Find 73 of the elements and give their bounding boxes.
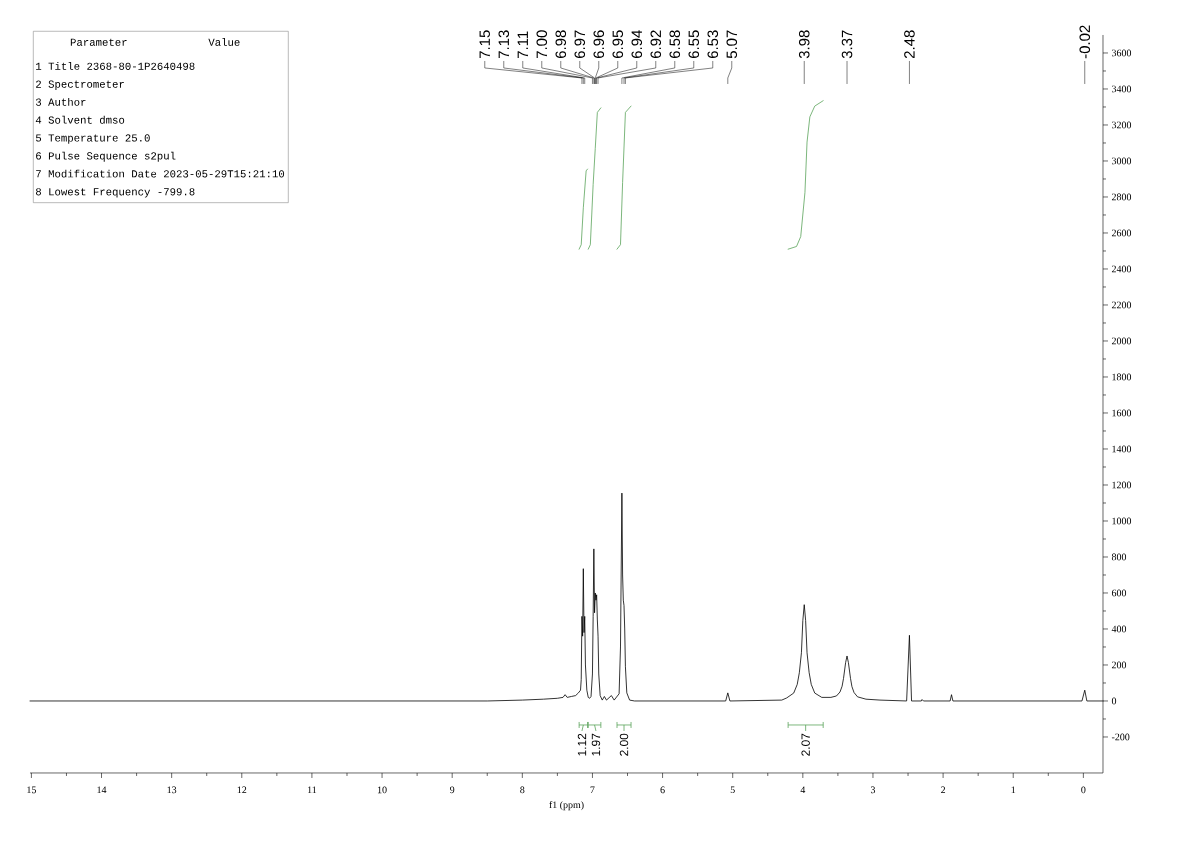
x-tick-label: 14 <box>97 786 107 794</box>
x-tick-label: 5 <box>730 786 735 794</box>
annotation: 6.94 <box>631 30 643 59</box>
y-tick-label: 2400 <box>1111 265 1132 273</box>
line-series <box>587 107 602 250</box>
annotation: 7.15 <box>479 30 490 59</box>
y-tick-label: 2600 <box>1111 229 1132 237</box>
annotation: 1 Title 2368-80-1P2640498 <box>36 62 195 70</box>
annotation: 5.07 <box>726 30 738 59</box>
annotation: 3.98 <box>798 30 810 59</box>
annotation: 1.12 <box>577 733 587 756</box>
annotation: 6.95 <box>612 30 624 59</box>
x-tick-label: 10 <box>377 786 387 794</box>
x-tick-label: 12 <box>237 786 247 794</box>
y-tick-label: 2000 <box>1111 337 1132 345</box>
y-tick-label: 200 <box>1111 661 1127 669</box>
annotation: 2.00 <box>619 733 629 756</box>
annotation: 6.98 <box>555 30 567 59</box>
x-tick-label: 0 <box>1081 786 1086 794</box>
y-tick-label: 3600 <box>1112 49 1132 57</box>
y-tick-label: -200 <box>1111 733 1130 741</box>
annotation: 7.11 <box>517 31 528 59</box>
line-series <box>578 168 588 250</box>
annotation: Parameter <box>70 38 127 46</box>
y-tick-label: 2800 <box>1111 193 1132 201</box>
annotation: -0.02 <box>1079 25 1091 59</box>
x-tick-label: 2 <box>941 786 946 794</box>
x-tick-label: 15 <box>27 786 36 794</box>
annotation: 5 Temperature 25.0 <box>35 134 150 144</box>
y-tick-label: 1000 <box>1112 517 1132 525</box>
annotation: 6.96 <box>593 30 605 59</box>
y-tick-label: 2200 <box>1111 301 1132 309</box>
x-tick-label: 13 <box>167 786 177 794</box>
x-tick-label: 1 <box>1011 786 1016 794</box>
annotation: 2.48 <box>904 30 915 59</box>
annotation: 6.92 <box>650 30 662 59</box>
y-tick-label: 400 <box>1111 625 1127 633</box>
x-tick-label: 9 <box>450 786 455 794</box>
x-axis-title: f1 (ppm) <box>549 801 584 811</box>
annotation: 7.00 <box>536 30 548 59</box>
line-series <box>616 105 632 250</box>
y-tick-label: 0 <box>1111 697 1117 705</box>
x-tick-label: 3 <box>870 786 876 794</box>
annotation: 2 Spectrometer <box>36 80 124 90</box>
annotation: 7.13 <box>498 30 510 59</box>
y-tick-label: 1800 <box>1112 373 1132 381</box>
annotation: 8 Lowest Frequency -799.8 <box>36 188 195 198</box>
annotation: 6.58 <box>669 30 681 59</box>
y-tick-label: 1400 <box>1112 445 1132 453</box>
x-tick-label: 6 <box>660 786 665 794</box>
line-series <box>787 100 824 250</box>
annotation: 3 Author <box>35 97 86 106</box>
x-tick-label: 7 <box>590 786 595 794</box>
annotation: 3.37 <box>841 30 853 59</box>
annotation: 2.07 <box>801 733 810 756</box>
y-tick-label: 600 <box>1111 589 1127 597</box>
annotation: Value <box>208 38 240 46</box>
annotation: 6.97 <box>574 30 586 59</box>
annotation: 6.53 <box>707 30 719 59</box>
annotation: 4 Solvent dmso <box>35 115 125 124</box>
y-tick-label: 3200 <box>1112 121 1132 129</box>
y-tick-label: 3400 <box>1112 85 1132 93</box>
x-tick-label: 11 <box>308 786 317 794</box>
annotation: 7 Modification Date 2023-05-29T15:21:10 <box>36 169 285 178</box>
y-tick-label: 1200 <box>1112 481 1132 489</box>
x-tick-label: 4 <box>800 786 806 794</box>
annotation: 6 Pulse Sequence s2pul <box>36 151 176 162</box>
annotation: 6.55 <box>688 30 700 59</box>
annotation: 1.97 <box>591 733 601 756</box>
y-tick-label: 1600 <box>1112 409 1132 417</box>
y-tick-label: 800 <box>1111 553 1127 561</box>
x-tick-label: 8 <box>520 786 525 794</box>
y-tick-label: 3000 <box>1112 157 1132 165</box>
